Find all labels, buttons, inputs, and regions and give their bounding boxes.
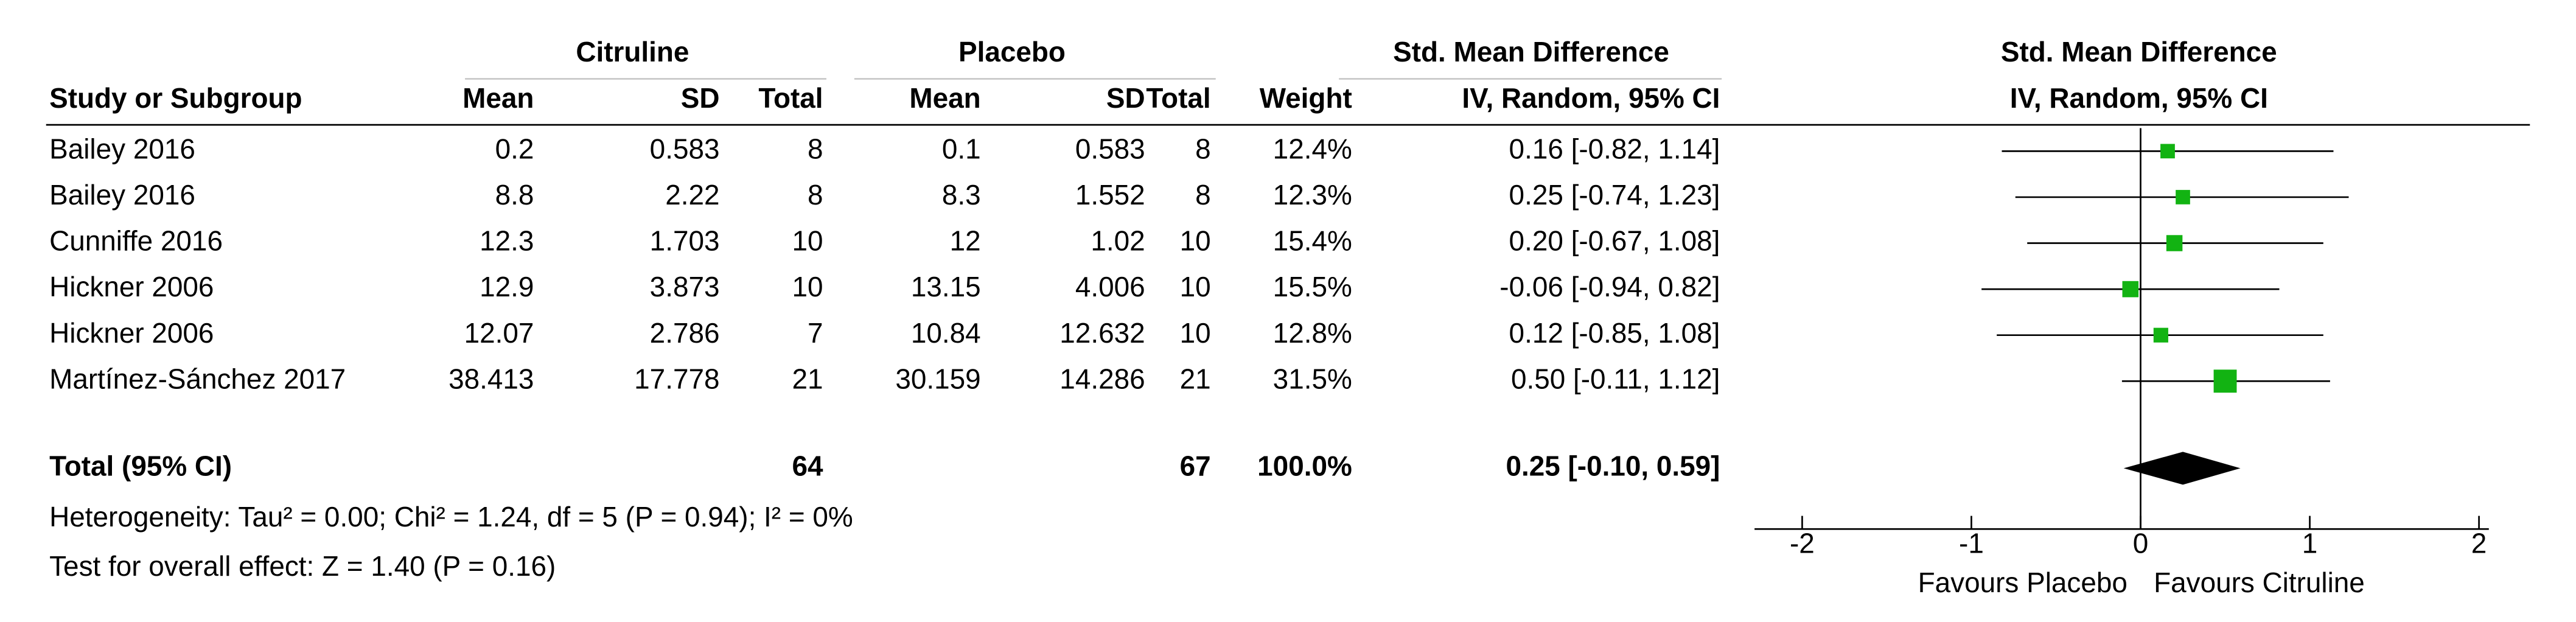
effect-marker	[2153, 327, 2168, 343]
heterogeneity: Heterogeneity: Tau² = 0.00; Chi² = 1.24,…	[49, 501, 853, 533]
total-name: Total (95% CI)	[49, 450, 232, 481]
summary-diamond	[2123, 452, 2241, 485]
ci-label: 0.12 [-0.85, 1.08]	[1509, 317, 1720, 349]
column-header: Mean	[909, 82, 980, 114]
cell: 38.413	[449, 363, 534, 394]
cell: 21	[1180, 363, 1211, 394]
weight: 31.5%	[1273, 363, 1352, 394]
cell: 2.22	[665, 179, 719, 211]
cell: 8.3	[942, 179, 981, 211]
cell: 0.2	[495, 133, 534, 164]
ci-label: -0.06 [-0.94, 0.82]	[1499, 271, 1720, 302]
cell: 8.8	[495, 179, 534, 211]
column-header: Weight	[1260, 82, 1352, 114]
cell: 21	[792, 363, 823, 394]
overall-effect: Test for overall effect: Z = 1.40 (P = 0…	[49, 550, 556, 582]
effect-marker	[2213, 369, 2237, 393]
weight: 100.0%	[1257, 450, 1352, 481]
column-header: IV, Random, 95% CI	[1462, 82, 1720, 114]
cell: 17.778	[634, 363, 719, 394]
cell: 64	[792, 450, 824, 481]
column-header: IV, Random, 95% CI	[2010, 82, 2268, 114]
cell: 8	[1195, 179, 1211, 211]
favours-right: Favours Citruline	[2154, 567, 2365, 598]
cell: 3.873	[650, 271, 720, 302]
ci-label: 0.50 [-0.11, 1.12]	[1511, 363, 1720, 394]
cell: 4.006	[1075, 271, 1145, 302]
effect-header: Std. Mean Difference	[1393, 36, 1669, 68]
cell: 8	[808, 179, 823, 211]
cell: 1.552	[1075, 179, 1145, 211]
weight: 12.4%	[1273, 133, 1352, 164]
cell: 10	[1180, 225, 1211, 257]
cell: 13.15	[911, 271, 981, 302]
column-header: Total	[1146, 82, 1210, 114]
ci-label: 0.16 [-0.82, 1.14]	[1509, 133, 1720, 164]
cell: 0.1	[942, 133, 981, 164]
x-tick-label: 2	[2471, 527, 2487, 559]
cell: 10	[792, 271, 823, 302]
group-header: Citruline	[576, 36, 689, 68]
column-header: SD	[681, 82, 720, 114]
cell: 12.632	[1059, 317, 1145, 349]
cell: 2.786	[650, 317, 720, 349]
x-tick-label: 1	[2302, 527, 2318, 559]
ci-label: 0.25 [-0.10, 0.59]	[1506, 450, 1720, 481]
cell: 12	[950, 225, 981, 257]
cell: 12.3	[480, 225, 534, 257]
cell: 10	[792, 225, 823, 257]
weight: 12.8%	[1273, 317, 1352, 349]
x-tick-label: -1	[1959, 527, 1984, 559]
study-name: Martínez-Sánchez 2017	[49, 363, 346, 394]
cell: 12.07	[464, 317, 534, 349]
plot-header: Std. Mean Difference	[2001, 36, 2277, 68]
x-tick-label: 0	[2133, 527, 2149, 559]
cell: 7	[808, 317, 823, 349]
favours-left: Favours Placebo	[1918, 567, 2127, 598]
cell: 14.286	[1059, 363, 1145, 394]
column-header: SD	[1106, 82, 1145, 114]
weight: 15.4%	[1273, 225, 1352, 257]
study-name: Bailey 2016	[49, 179, 195, 211]
effect-marker	[2160, 144, 2175, 159]
effect-marker	[2122, 281, 2139, 298]
effect-marker	[2166, 235, 2183, 251]
ci-label: 0.25 [-0.74, 1.23]	[1509, 179, 1720, 211]
cell: 10.84	[911, 317, 981, 349]
cell: 12.9	[480, 271, 534, 302]
cell: 30.159	[895, 363, 980, 394]
study-name: Bailey 2016	[49, 133, 195, 164]
cell: 10	[1180, 317, 1211, 349]
cell: 1.703	[650, 225, 720, 257]
cell: 0.583	[650, 133, 720, 164]
effect-marker	[2176, 190, 2190, 204]
cell: 1.02	[1091, 225, 1145, 257]
study-name: Hickner 2006	[49, 317, 214, 349]
cell: 0.583	[1075, 133, 1145, 164]
weight: 15.5%	[1273, 271, 1352, 302]
x-tick-label: -2	[1790, 527, 1815, 559]
ci-label: 0.20 [-0.67, 1.08]	[1509, 225, 1720, 257]
column-header: Total	[758, 82, 823, 114]
column-header: Mean	[462, 82, 534, 114]
cell: 8	[808, 133, 823, 164]
cell: 10	[1180, 271, 1211, 302]
study-name: Hickner 2006	[49, 271, 214, 302]
group-header: Placebo	[958, 36, 1066, 68]
cell: 8	[1195, 133, 1211, 164]
weight: 12.3%	[1273, 179, 1352, 211]
study-name: Cunniffe 2016	[49, 225, 223, 257]
cell: 67	[1180, 450, 1211, 481]
column-header: Study or Subgroup	[49, 82, 302, 114]
